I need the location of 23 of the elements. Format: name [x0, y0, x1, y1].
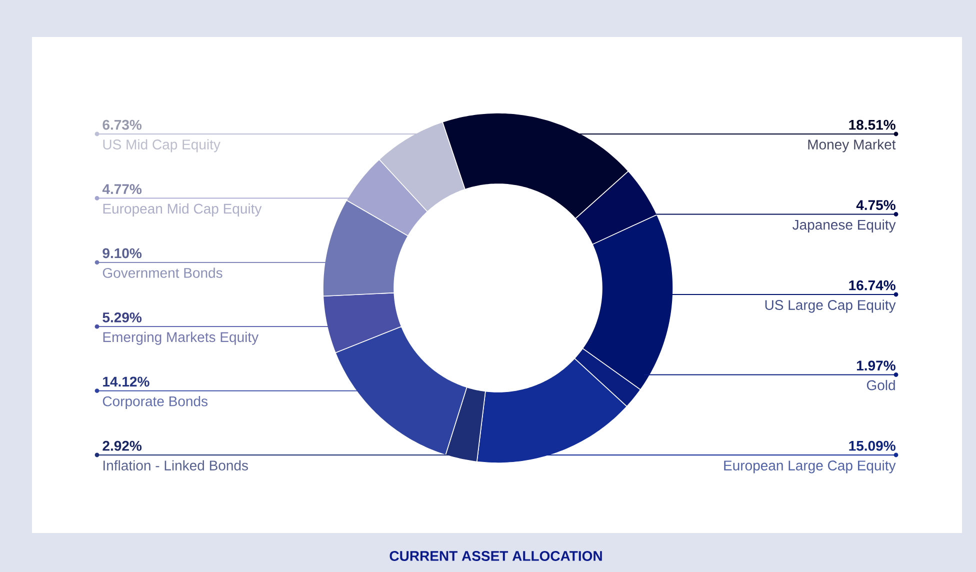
legend-label: Money Market: [808, 139, 896, 152]
data-label: 5.29%: [102, 312, 142, 322]
legend-label: European Large Cap Equity: [724, 460, 896, 474]
data-label: 14.12%: [103, 376, 150, 387]
legend-label: Government Bonds: [102, 268, 222, 278]
data-label: 18.51%: [849, 120, 896, 130]
legend-label: Gold: [866, 380, 895, 390]
legend-label: Corporate Bonds: [102, 396, 208, 410]
data-label: 2.92%: [102, 440, 142, 451]
data-label: 9.10%: [102, 248, 142, 258]
data-label: 15.09%: [849, 440, 896, 451]
legend-label: European Mid Cap Equity: [103, 203, 262, 216]
data-label: 4.77%: [102, 184, 142, 194]
text: CURRENT ASSET ALLOCATION: [390, 551, 602, 561]
data-label: 16.74%: [849, 280, 896, 290]
legend-label: Inflation - Linked Bonds: [103, 460, 248, 470]
legend-label: Japanese Equity: [792, 219, 896, 232]
data-label: 6.73%: [102, 120, 142, 130]
legend-label: US Large Cap Equity: [765, 300, 896, 313]
data-label: 1.97%: [856, 360, 896, 371]
legend-label: US Mid Cap Equity: [103, 139, 220, 152]
data-label: 4.75%: [856, 200, 896, 210]
legend-label: Emerging Markets Equity: [103, 332, 259, 345]
